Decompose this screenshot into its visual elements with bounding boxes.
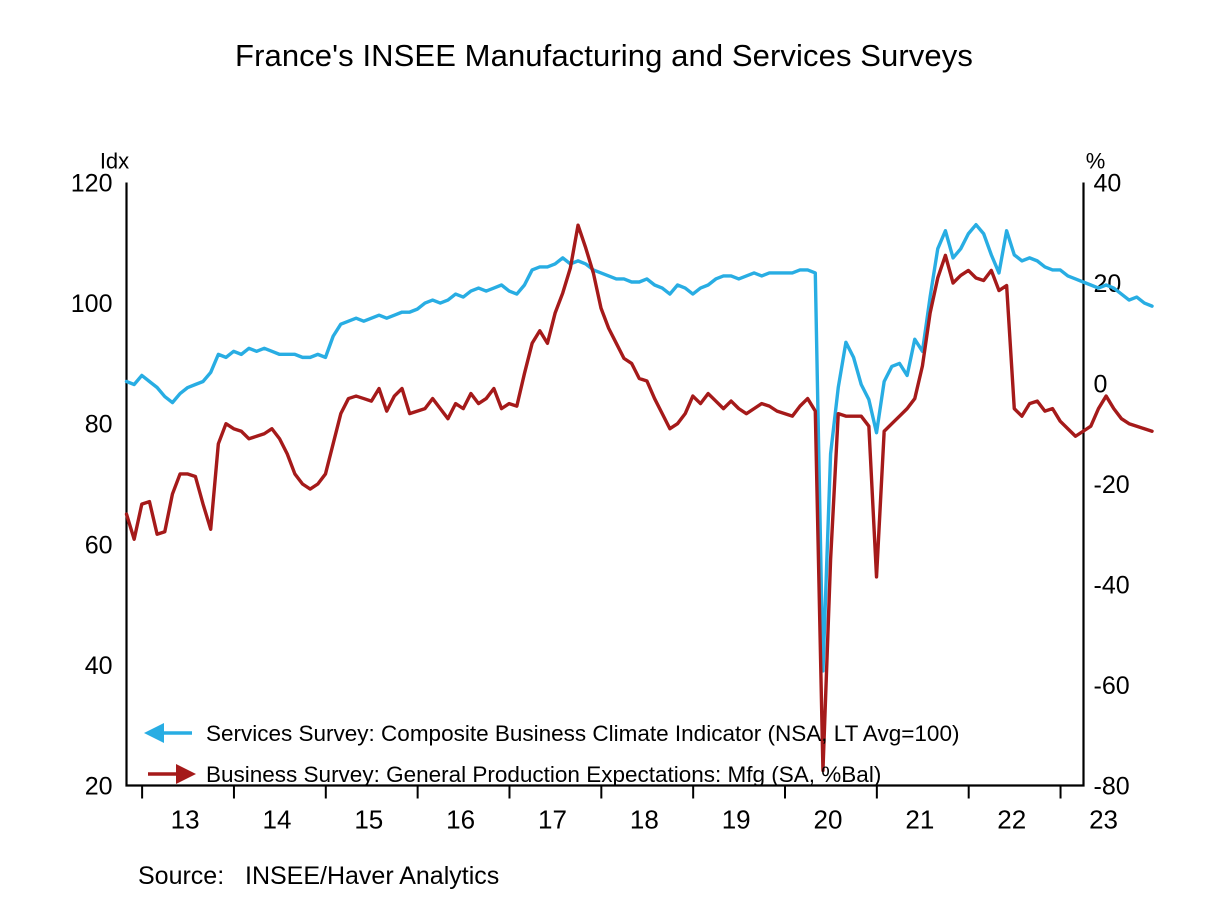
x-axis-tick-label: 18 xyxy=(630,805,659,835)
arrow-left-icon xyxy=(144,723,164,743)
x-axis-tick-label: 17 xyxy=(538,805,567,835)
right-axis-tick-label: 0 xyxy=(1094,371,1108,399)
left-axis-tick-label: 60 xyxy=(85,531,113,559)
legend-item-services[interactable]: Services Survey: Composite Business Clim… xyxy=(144,721,959,746)
x-axis-tick-label: 15 xyxy=(354,805,383,835)
x-axis-tick-label: 19 xyxy=(722,805,751,835)
left-axis-tick-label: 20 xyxy=(85,773,113,801)
series-line-business xyxy=(124,223,1154,773)
x-axis-tick-label: 16 xyxy=(446,805,475,835)
legend-item-business[interactable]: Business Survey: General Production Expe… xyxy=(148,762,881,787)
source-note: Source: INSEE/Haver Analytics xyxy=(138,862,500,890)
series-line-services xyxy=(124,223,1154,673)
x-axis-tick-label: 13 xyxy=(171,805,200,835)
right-axis-tick-label: 40 xyxy=(1094,170,1122,198)
x-axis-tick-label: 20 xyxy=(814,805,843,835)
right-axis-tick-label: -20 xyxy=(1094,471,1130,499)
left-axis-unit-label: Idx xyxy=(100,149,129,174)
arrow-right-icon xyxy=(176,764,196,784)
right-axis-unit-label: % xyxy=(1086,149,1106,174)
x-axis-tick-label: 14 xyxy=(262,805,291,835)
right-axis-tick-label: -80 xyxy=(1094,773,1130,801)
left-axis-tick-label: 40 xyxy=(85,652,113,680)
right-axis-tick-label: -40 xyxy=(1094,572,1130,600)
legend-label: Business Survey: General Production Expe… xyxy=(206,762,881,787)
chart-title: France's INSEE Manufacturing and Service… xyxy=(235,38,973,73)
legend-label: Services Survey: Composite Business Clim… xyxy=(206,721,959,746)
axis-frame xyxy=(125,182,1085,787)
left-axis-tick-label: 80 xyxy=(85,411,113,439)
right-axis-tick-label: -60 xyxy=(1094,672,1130,700)
x-axis-tick-label: 22 xyxy=(997,805,1026,835)
x-axis-tick-label: 23 xyxy=(1089,805,1118,835)
left-axis-tick-label: 120 xyxy=(71,170,113,198)
x-axis-tick-label: 21 xyxy=(905,805,934,835)
left-axis-tick-label: 100 xyxy=(71,290,113,318)
